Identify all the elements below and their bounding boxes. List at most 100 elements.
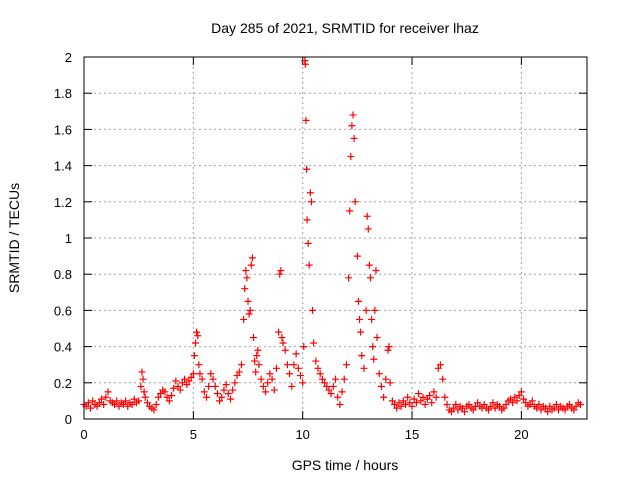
data-point — [130, 395, 138, 403]
x-tick-label: 5 — [190, 427, 197, 442]
data-point — [297, 372, 305, 380]
data-point — [432, 393, 440, 401]
data-point — [332, 375, 339, 383]
data-point — [235, 368, 243, 376]
data-point — [222, 381, 230, 389]
data-point — [272, 364, 280, 372]
data-point — [242, 267, 250, 275]
data-point — [278, 334, 286, 342]
data-point — [443, 401, 451, 409]
data-point — [100, 401, 108, 409]
data-point — [245, 310, 253, 318]
data-point — [312, 357, 320, 365]
data-point — [572, 402, 580, 410]
data-point — [370, 355, 378, 363]
data-point — [480, 401, 488, 409]
data-point — [290, 361, 298, 369]
data-point — [513, 397, 521, 405]
data-point — [193, 328, 201, 336]
y-tick-label: 0.6 — [54, 303, 72, 318]
data-point — [566, 401, 574, 409]
data-point — [372, 267, 380, 275]
data-point — [393, 404, 401, 412]
data-point — [292, 350, 300, 358]
data-point — [307, 198, 315, 206]
data-point — [200, 388, 208, 396]
data-point — [382, 375, 390, 383]
data-point — [237, 361, 245, 369]
data-point — [535, 401, 543, 409]
data-point — [358, 352, 366, 360]
data-point — [167, 391, 175, 399]
data-point — [304, 239, 312, 247]
data-point — [321, 379, 329, 387]
data-point — [97, 395, 105, 403]
data-point — [211, 382, 219, 390]
data-point — [259, 382, 267, 390]
data-point — [303, 216, 311, 224]
data-point — [517, 388, 525, 396]
data-point — [439, 375, 447, 383]
data-point — [233, 372, 241, 380]
data-point — [528, 397, 536, 405]
data-point — [450, 404, 458, 412]
data-point — [227, 395, 235, 403]
data-point — [247, 261, 255, 269]
data-point — [262, 388, 270, 396]
data-point — [194, 332, 202, 340]
data-point — [350, 134, 358, 142]
data-point — [342, 361, 350, 369]
data-point — [161, 388, 169, 396]
data-point — [340, 375, 348, 383]
data-point — [391, 401, 399, 409]
data-point — [354, 297, 362, 305]
data-point — [314, 364, 322, 372]
data-point — [410, 395, 418, 403]
data-point — [500, 404, 508, 412]
data-point — [283, 361, 291, 369]
data-point — [364, 225, 372, 233]
data-point — [205, 382, 213, 390]
data-point — [115, 402, 123, 410]
data-point — [544, 408, 552, 416]
data-point — [368, 315, 376, 323]
data-point — [185, 377, 193, 385]
data-point — [216, 397, 224, 405]
data-point — [338, 388, 346, 396]
data-point — [329, 382, 337, 390]
x-tick-label: 10 — [295, 427, 309, 442]
data-point — [253, 352, 261, 360]
data-point — [395, 399, 403, 407]
data-point — [113, 397, 121, 405]
data-point — [369, 343, 377, 351]
data-point — [249, 334, 257, 342]
data-point — [279, 339, 287, 347]
data-point — [552, 401, 560, 409]
data-point — [294, 364, 302, 372]
data-point — [111, 401, 119, 409]
data-point — [401, 401, 409, 409]
data-point — [257, 375, 265, 383]
x-tick-label: 15 — [405, 427, 419, 442]
data-point — [218, 393, 226, 401]
data-point — [474, 399, 482, 407]
y-tick-label: 1.4 — [54, 159, 72, 174]
data-point — [496, 402, 504, 410]
data-point — [302, 116, 310, 124]
data-point — [178, 379, 186, 387]
data-point — [154, 393, 162, 401]
data-point — [213, 390, 221, 398]
data-point — [150, 406, 158, 414]
data-point — [353, 252, 361, 260]
data-point — [362, 306, 370, 314]
data-point — [163, 393, 171, 401]
y-axis-label: SRMTID / TECUs — [6, 183, 22, 293]
data-point — [415, 390, 423, 398]
data-point — [119, 401, 127, 409]
data-point — [165, 397, 173, 405]
y-tick-label: 0.4 — [54, 340, 72, 355]
x-axis-label: GPS time / hours — [292, 457, 399, 473]
data-point — [138, 368, 146, 376]
data-point — [310, 339, 318, 347]
data-point — [465, 401, 473, 409]
